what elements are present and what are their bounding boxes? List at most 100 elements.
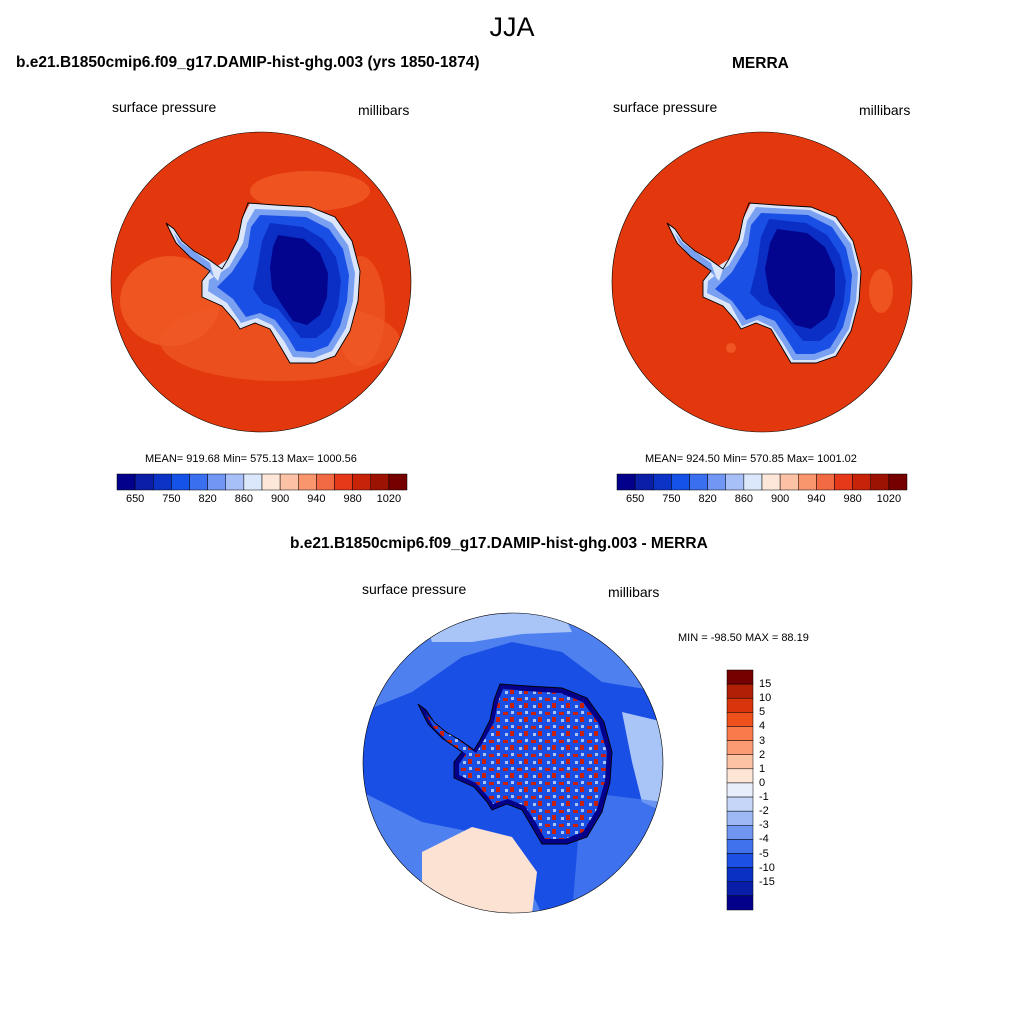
colorbar-swatch-obs [634, 473, 654, 491]
stats-obs: MEAN= 924.50 Min= 570.85 Max= 1001.02 [645, 453, 857, 465]
colorbar-swatch-diff [726, 810, 754, 826]
variable-label-diff: surface pressure [362, 581, 467, 597]
panel-title-diff: b.e21.B1850cmip6.f09_g17.DAMIP-hist-ghg.… [290, 535, 708, 552]
polar-map-model [110, 131, 412, 433]
colorbar-tick-label-diff: 3 [759, 734, 766, 747]
colorbar-tick-label-obs: 650 [625, 493, 645, 505]
colorbar-swatch-model [261, 473, 281, 491]
colorbar-swatch-model [243, 473, 263, 491]
colorbar-swatch-obs [888, 473, 908, 491]
colorbar-swatch-obs [671, 473, 690, 491]
colorbar-model [116, 473, 408, 491]
colorbar-swatch-obs [725, 473, 745, 491]
colorbar-swatch-obs [761, 473, 781, 491]
colorbar-obs [616, 473, 908, 491]
colorbar-tick-label-model: 820 [198, 493, 217, 505]
colorbar-tick-label-diff: -1 [759, 791, 769, 804]
panel-title-obs: MERRA [732, 55, 789, 72]
colorbar-swatch-obs [743, 473, 763, 491]
colorbar-diff [726, 669, 754, 911]
page-title: JJA [489, 12, 535, 42]
map-border [362, 612, 664, 914]
colorbar-swatch-model [370, 473, 390, 491]
colorbar-tick-label-obs: 820 [698, 493, 717, 505]
colorbar-tick-label-diff: 1 [759, 762, 766, 775]
variable-label-obs: surface pressure [613, 99, 718, 115]
panel-title-model: b.e21.B1850cmip6.f09_g17.DAMIP-hist-ghg.… [16, 54, 480, 71]
colorbar-tick-label-obs: 900 [770, 493, 790, 505]
map-border [110, 131, 412, 433]
colorbar-swatch-model [134, 473, 154, 491]
colorbar-swatch-diff [726, 895, 754, 911]
colorbar-swatch-obs [798, 473, 817, 491]
colorbar-swatch-model [334, 473, 353, 491]
colorbar-tick-label-model: 650 [125, 493, 145, 505]
colorbar-swatch-diff [726, 768, 754, 784]
continent-core [765, 229, 835, 329]
colorbar-swatch-diff [726, 867, 754, 883]
colorbar-tick-label-obs: 1020 [876, 493, 902, 505]
colorbar-tick-label-diff: -15 [759, 875, 775, 888]
colorbar-tick-label-model: 900 [270, 493, 290, 505]
map-border [611, 131, 913, 433]
colorbar-swatch-model [388, 473, 408, 491]
colorbar-swatch-model [116, 473, 136, 491]
colorbar-tick-label-diff: 2 [759, 748, 766, 761]
stats-diff: MIN = -98.50 MAX = 88.19 [678, 632, 809, 644]
colorbar-swatch-diff [726, 782, 754, 798]
colorbar-swatch-model [189, 473, 208, 491]
colorbar-tick-label-diff: 5 [759, 706, 766, 719]
colorbar-swatch-diff [726, 796, 754, 812]
colorbar-ticks-model: 650 750 820 860 900 940 980 1020 [117, 493, 407, 507]
colorbar-ticks-diff: 15 10 5 4 3 2 1 0 -1 -2 -3 -4 -5 -10 -15 [759, 670, 799, 910]
colorbar-swatch-model [316, 473, 335, 491]
colorbar-tick-label-diff: -10 [759, 861, 775, 874]
colorbar-swatch-model [207, 473, 226, 491]
colorbar-swatch-diff [726, 740, 754, 755]
colorbar-swatch-diff [726, 712, 754, 727]
colorbar-tick-label-model: 940 [307, 493, 326, 505]
polar-map-diff [362, 612, 664, 914]
colorbar-tick-label-diff: -2 [759, 805, 769, 818]
colorbar-tick-label-diff: 4 [759, 720, 766, 733]
colorbar-swatch-obs [689, 473, 708, 491]
colorbar-swatch-diff [726, 853, 754, 868]
colorbar-swatch-obs [852, 473, 871, 491]
colorbar-swatch-obs [816, 473, 835, 491]
colorbar-ticks-obs: 650 750 820 860 900 940 980 1020 [617, 493, 907, 507]
stats-model: MEAN= 919.68 Min= 575.13 Max= 1000.56 [145, 453, 357, 465]
colorbar-swatch-obs [834, 473, 853, 491]
coastline [165, 202, 361, 364]
colorbar-swatch-obs [707, 473, 726, 491]
colorbar-swatch-model [171, 473, 190, 491]
colorbar-tick-label-diff: -5 [759, 847, 769, 860]
colorbar-swatch-model [279, 473, 299, 491]
variable-label-model: surface pressure [112, 99, 217, 115]
colorbar-swatch-diff [726, 825, 754, 840]
colorbar-swatch-model [352, 473, 371, 491]
continent-core [270, 235, 328, 325]
colorbar-tick-label-obs: 860 [734, 493, 754, 505]
colorbar-swatch-model [225, 473, 245, 491]
colorbar-tick-label-diff: 10 [759, 692, 772, 705]
colorbar-tick-label-diff: 0 [759, 776, 766, 789]
colorbar-swatch-diff [726, 881, 754, 897]
colorbar-tick-label-diff: -4 [759, 833, 769, 846]
colorbar-tick-label-diff: -3 [759, 819, 769, 832]
colorbar-swatch-diff [726, 726, 754, 741]
continent-diff-field [426, 689, 607, 839]
colorbar-swatch-obs [616, 473, 636, 491]
polar-map-obs [611, 131, 913, 433]
colorbar-swatch-obs [870, 473, 890, 491]
colorbar-tick-label-obs: 940 [807, 493, 826, 505]
colorbar-swatch-diff [726, 754, 754, 770]
colorbar-swatch-diff [726, 839, 754, 854]
units-label-diff: millibars [608, 584, 660, 600]
colorbar-tick-label-obs: 980 [843, 493, 862, 505]
colorbar-tick-label-obs: 750 [662, 493, 681, 505]
units-label-obs: millibars [859, 102, 911, 118]
colorbar-tick-label-diff: 15 [759, 678, 772, 691]
colorbar-swatch-diff [726, 669, 754, 685]
colorbar-tick-label-model: 750 [162, 493, 181, 505]
colorbar-tick-label-model: 980 [343, 493, 362, 505]
